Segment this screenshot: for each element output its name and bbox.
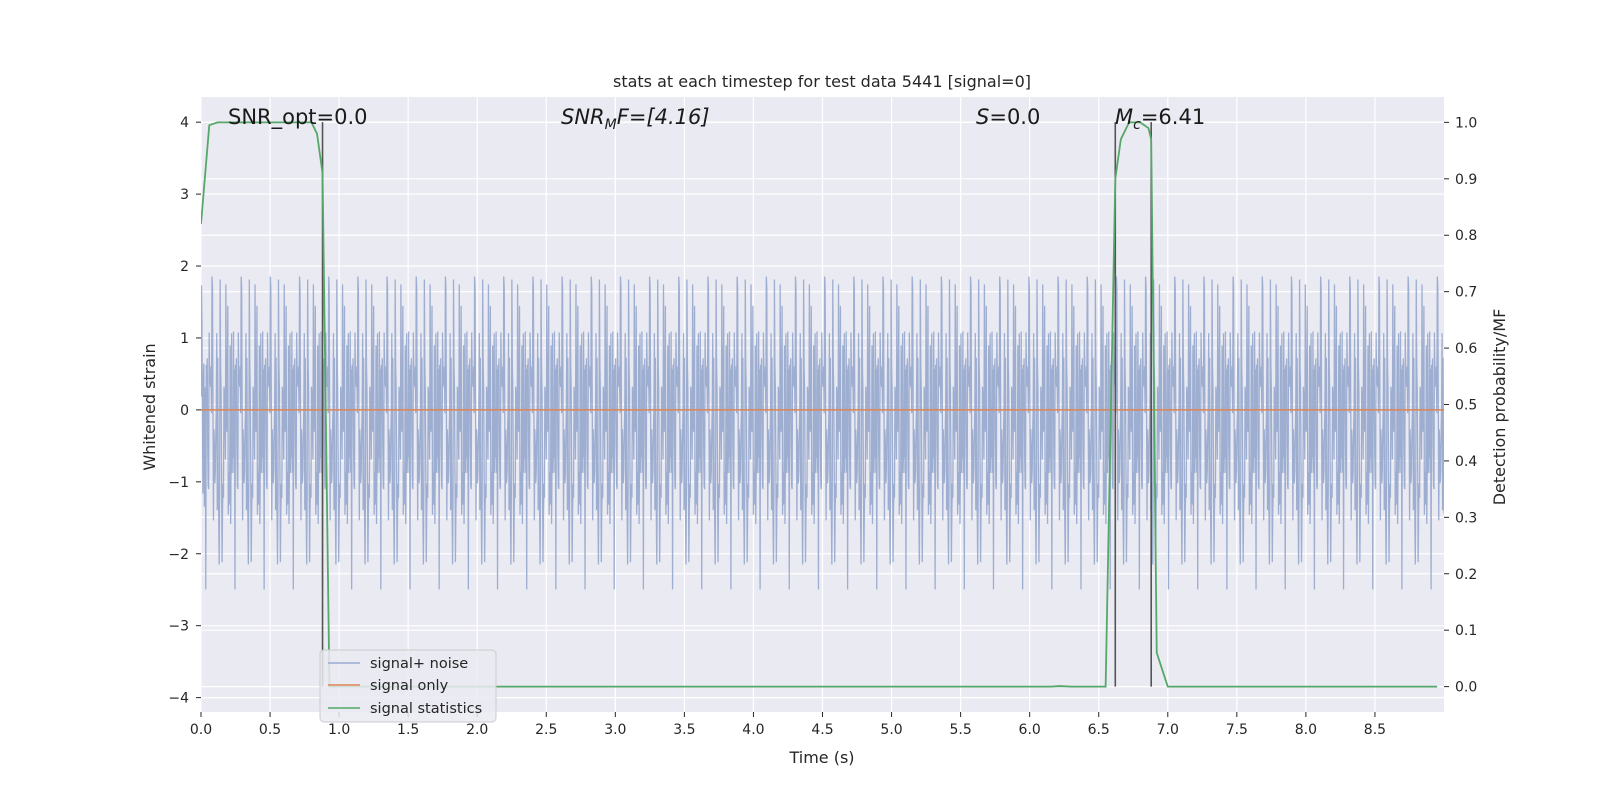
x-tick-label-5: 2.5 bbox=[535, 722, 557, 738]
x-tick-label-10: 5.0 bbox=[880, 722, 902, 738]
x-tick-label-0: 0.0 bbox=[190, 722, 212, 738]
annotation-snr-mf-prefix: SNR bbox=[561, 105, 605, 129]
annotation-mc-value: =6.41 bbox=[1141, 105, 1205, 129]
annotation-mc-var: M bbox=[1115, 105, 1133, 129]
y-axis-right-label: Detection probability/MF bbox=[1490, 309, 1509, 506]
x-tick-label-16: 8.0 bbox=[1295, 722, 1317, 738]
y-left-tick-label-7: −3 bbox=[168, 619, 189, 635]
y-left-tick-label-6: −2 bbox=[168, 547, 189, 563]
x-axis-label: Time (s) bbox=[788, 748, 854, 767]
x-tick-label-13: 6.5 bbox=[1088, 722, 1110, 738]
y-right-tick-label-7: 0.3 bbox=[1455, 510, 1477, 526]
series-signal-statistics-group bbox=[201, 121, 1438, 688]
y-right-tick-label-1: 0.9 bbox=[1455, 172, 1477, 188]
x-tick-label-8: 4.0 bbox=[742, 722, 764, 738]
y-left-tick-label-3: 1 bbox=[180, 331, 189, 347]
legend-label-signal-statistics: signal statistics bbox=[370, 701, 482, 717]
y-left-tick-label-1: 3 bbox=[180, 187, 189, 203]
annotation-mc-sub: c bbox=[1133, 117, 1141, 133]
x-tick-label-9: 4.5 bbox=[811, 722, 833, 738]
x-axis: 0.0 0.5 1.0 1.5 2.0 2.5 3.0 3.5 4.0 4.5 5.0 5.5 6.0 6… bbox=[190, 712, 1386, 738]
annotation-mc: Mc=6.41 bbox=[1115, 105, 1205, 133]
y-right-tick-label-10: 0.0 bbox=[1455, 680, 1477, 696]
grid bbox=[200, 97, 1444, 712]
annotation-s-value: =0.0 bbox=[989, 105, 1040, 129]
annotation-snr-opt: SNR_opt=0.0 bbox=[228, 105, 368, 130]
legend: signal+ noise signal only signal statist… bbox=[319, 649, 497, 723]
y-right-tick-label-4: 0.6 bbox=[1455, 341, 1477, 357]
y-right-tick-label-2: 0.8 bbox=[1455, 228, 1477, 244]
x-tick-label-2: 1.0 bbox=[328, 722, 350, 738]
x-tick-label-11: 5.5 bbox=[949, 722, 971, 738]
legend-label-signal-only: signal only bbox=[370, 678, 449, 694]
annotation-s-var: S bbox=[976, 105, 989, 129]
y-left-tick-label-5: −1 bbox=[168, 475, 189, 491]
chart-title: stats at each timestep for test data 544… bbox=[613, 72, 1031, 91]
annotation-s: S=0.0 bbox=[976, 105, 1040, 129]
x-tick-label-3: 1.5 bbox=[397, 722, 419, 738]
series-signal-statistics-line bbox=[201, 121, 1438, 688]
series-signal-noise-line bbox=[201, 276, 1444, 590]
y-right-tick-label-8: 0.2 bbox=[1455, 567, 1477, 583]
x-tick-label-4: 2.0 bbox=[466, 722, 488, 738]
x-tick-label-1: 0.5 bbox=[259, 722, 281, 738]
y-axis-left-label: Whitened strain bbox=[140, 343, 159, 470]
x-tick-label-14: 7.0 bbox=[1157, 722, 1179, 738]
y-right-tick-label-0: 1.0 bbox=[1455, 115, 1477, 131]
y-axis-left: 4 3 2 1 0 −1 −2 −3 −4 bbox=[168, 115, 201, 707]
annotation-snr-mf: SNRMF=[4.16] bbox=[561, 105, 710, 133]
x-tick-label-6: 3.0 bbox=[604, 722, 626, 738]
x-tick-label-7: 3.5 bbox=[673, 722, 695, 738]
legend-box bbox=[319, 649, 497, 723]
legend-label-signal-noise: signal+ noise bbox=[370, 656, 468, 672]
y-left-tick-label-8: −4 bbox=[168, 691, 189, 707]
annotation-snr-mf-suffix: F=[4.16] bbox=[617, 105, 710, 129]
y-left-tick-label-4: 0 bbox=[180, 403, 189, 419]
series-signal-noise bbox=[201, 276, 1444, 590]
y-left-tick-label-2: 2 bbox=[180, 259, 189, 275]
annotation-snr-mf-sub: M bbox=[605, 117, 617, 133]
x-tick-label-17: 8.5 bbox=[1364, 722, 1386, 738]
annotations: SNR_opt=0.0 SNRMF=[4.16] S=0.0 Mc=6.41 bbox=[228, 105, 1205, 133]
x-tick-label-12: 6.0 bbox=[1019, 722, 1041, 738]
x-tick-label-15: 7.5 bbox=[1226, 722, 1248, 738]
y-right-tick-label-5: 0.5 bbox=[1455, 398, 1477, 414]
y-right-tick-label-3: 0.7 bbox=[1455, 285, 1477, 301]
y-axis-right: 1.0 0.9 0.8 0.7 0.6 0.5 0.4 0.3 0.2 0.1 0.0 bbox=[1444, 115, 1477, 696]
y-left-tick-label-0: 4 bbox=[180, 115, 189, 131]
y-right-tick-label-6: 0.4 bbox=[1455, 454, 1477, 470]
y-right-tick-label-9: 0.1 bbox=[1455, 623, 1477, 639]
